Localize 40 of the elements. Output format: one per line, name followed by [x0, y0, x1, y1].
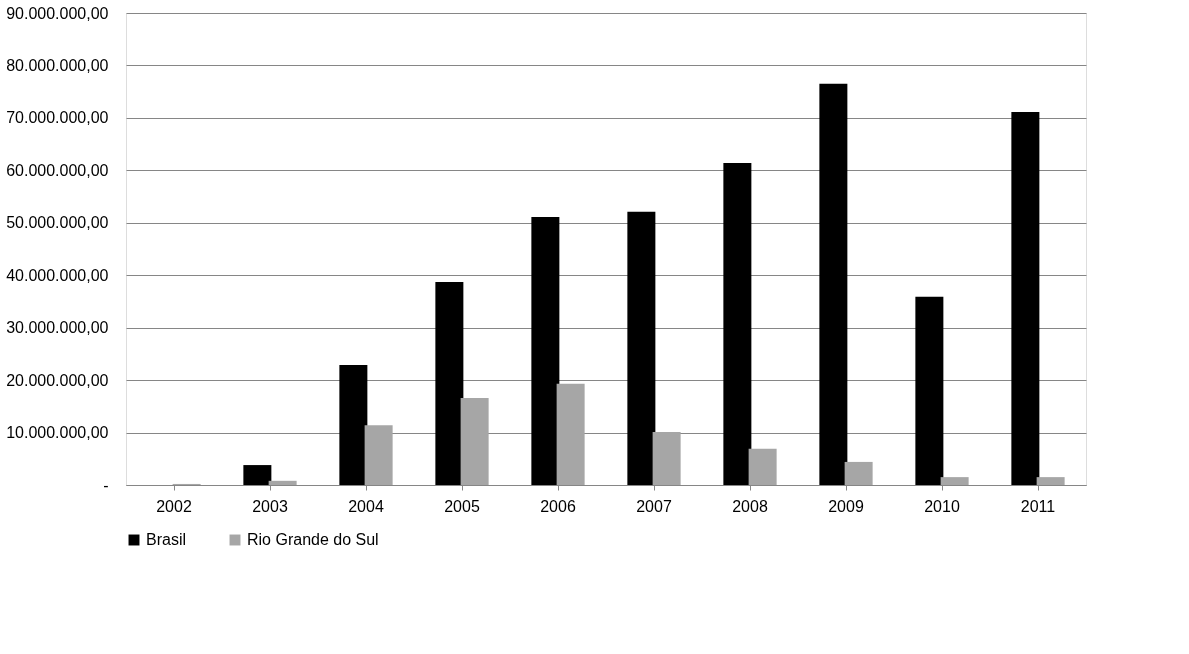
y-tick-label: 40.000.000,00	[6, 266, 109, 284]
y-tick-label: 60.000.000,00	[6, 161, 109, 179]
x-tick-label: 2004	[348, 497, 384, 515]
bar	[460, 397, 489, 485]
legend-label: Brasil	[146, 531, 187, 548]
x-tick-label: 2006	[540, 497, 576, 515]
y-tick-label: 30.000.000,00	[6, 319, 109, 337]
bar	[915, 296, 944, 485]
bar	[268, 480, 297, 485]
legend-label: Rio Grande do Sul	[247, 531, 379, 548]
bar	[723, 162, 752, 485]
bar	[627, 211, 656, 485]
bar	[364, 425, 393, 485]
y-tick-label: 70.000.000,00	[6, 109, 109, 127]
bar	[652, 432, 681, 485]
y-tick-label: -	[103, 476, 109, 494]
bar	[531, 217, 560, 485]
x-tick-label: 2002	[156, 497, 192, 515]
x-tick-label: 2010	[924, 497, 960, 515]
bar	[1011, 112, 1040, 485]
x-tick-label: 2009	[828, 497, 864, 515]
bar	[819, 83, 848, 485]
y-tick-label: 90.000.000,00	[6, 4, 109, 22]
bar	[748, 448, 777, 485]
x-tick-label: 2008	[732, 497, 768, 515]
x-tick-label: 2007	[636, 497, 672, 515]
y-tick-label: 10.000.000,00	[6, 424, 109, 442]
y-tick-label: 80.000.000,00	[6, 56, 109, 74]
bar	[940, 477, 969, 485]
x-tick-label: 2011	[1020, 497, 1056, 515]
x-tick-label: 2003	[252, 497, 288, 515]
bar	[556, 383, 585, 485]
bar	[339, 364, 368, 485]
bar	[844, 461, 873, 485]
y-tick-label: 20.000.000,00	[6, 371, 109, 389]
bar	[435, 282, 464, 485]
y-tick-label: 50.000.000,00	[6, 214, 109, 232]
bar	[1036, 477, 1065, 485]
bar	[243, 465, 272, 485]
x-tick-label: 2005	[444, 497, 480, 515]
